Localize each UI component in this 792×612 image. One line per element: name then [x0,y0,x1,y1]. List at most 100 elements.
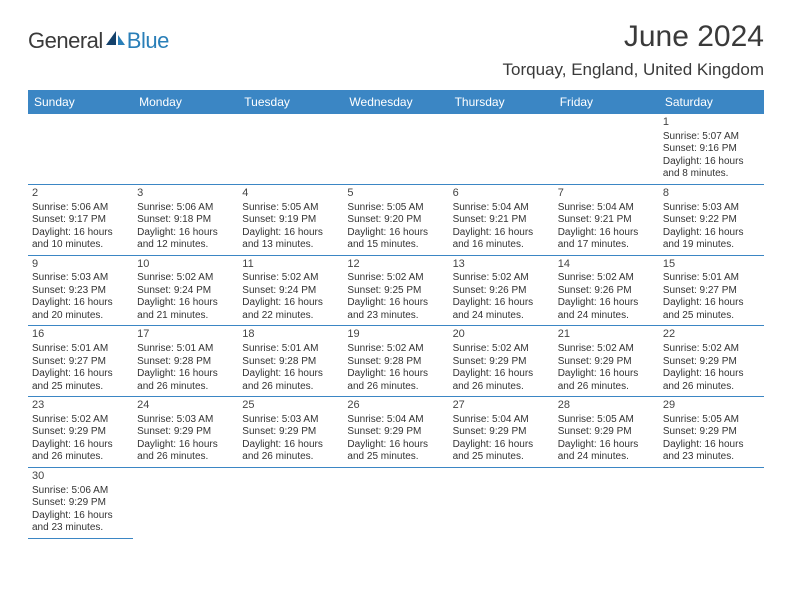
daylight-line-1: Daylight: 16 hours [137,439,234,452]
calendar-week: 1Sunrise: 5:07 AMSunset: 9:16 PMDaylight… [28,114,764,184]
calendar-cell: 25Sunrise: 5:03 AMSunset: 9:29 PMDayligh… [238,397,343,468]
daylight-line-2: and 10 minutes. [32,239,129,252]
daylight-line-2: and 19 minutes. [663,239,760,252]
day-number: 27 [453,399,550,413]
sunset-line: Sunset: 9:28 PM [347,356,444,369]
calendar-cell: 26Sunrise: 5:04 AMSunset: 9:29 PMDayligh… [343,397,448,468]
daylight-line-1: Daylight: 16 hours [137,297,234,310]
daylight-line-1: Daylight: 16 hours [137,227,234,240]
sunrise-line: Sunrise: 5:02 AM [32,414,129,427]
calendar-week: 30Sunrise: 5:06 AMSunset: 9:29 PMDayligh… [28,467,764,538]
calendar-cell: 1Sunrise: 5:07 AMSunset: 9:16 PMDaylight… [659,114,764,184]
day-number: 7 [558,187,655,201]
day-number: 22 [663,328,760,342]
calendar-cell: 6Sunrise: 5:04 AMSunset: 9:21 PMDaylight… [449,184,554,255]
daylight-line-2: and 24 minutes. [453,310,550,323]
daylight-line-2: and 8 minutes. [663,168,760,181]
day-number: 4 [242,187,339,201]
day-number: 12 [347,258,444,272]
calendar-cell [343,467,448,538]
daylight-line-2: and 16 minutes. [453,239,550,252]
daylight-line-2: and 22 minutes. [242,310,339,323]
daylight-line-2: and 26 minutes. [137,451,234,464]
daylight-line-2: and 24 minutes. [558,310,655,323]
sunset-line: Sunset: 9:17 PM [32,214,129,227]
sunrise-line: Sunrise: 5:02 AM [453,343,550,356]
sunset-line: Sunset: 9:26 PM [558,285,655,298]
day-number: 1 [663,116,760,130]
sunset-line: Sunset: 9:16 PM [663,143,760,156]
calendar-cell [449,467,554,538]
daylight-line-2: and 25 minutes. [347,451,444,464]
daylight-line-1: Daylight: 16 hours [242,368,339,381]
sunset-line: Sunset: 9:19 PM [242,214,339,227]
sunrise-line: Sunrise: 5:03 AM [242,414,339,427]
day-number: 30 [32,470,129,484]
daylight-line-2: and 26 minutes. [347,381,444,394]
calendar-cell [133,114,238,184]
sunset-line: Sunset: 9:23 PM [32,285,129,298]
sunrise-line: Sunrise: 5:06 AM [32,202,129,215]
calendar-cell: 10Sunrise: 5:02 AMSunset: 9:24 PMDayligh… [133,255,238,326]
day-header: Monday [133,90,238,114]
calendar-cell [238,467,343,538]
calendar-cell [343,114,448,184]
day-number: 9 [32,258,129,272]
sunset-line: Sunset: 9:22 PM [663,214,760,227]
daylight-line-1: Daylight: 16 hours [242,227,339,240]
day-number: 23 [32,399,129,413]
day-number: 11 [242,258,339,272]
daylight-line-1: Daylight: 16 hours [663,156,760,169]
daylight-line-1: Daylight: 16 hours [558,439,655,452]
day-number: 26 [347,399,444,413]
day-number: 2 [32,187,129,201]
daylight-line-1: Daylight: 16 hours [32,368,129,381]
daylight-line-2: and 24 minutes. [558,451,655,464]
sunset-line: Sunset: 9:28 PM [242,356,339,369]
sunset-line: Sunset: 9:29 PM [137,426,234,439]
daylight-line-1: Daylight: 16 hours [242,439,339,452]
daylight-line-2: and 23 minutes. [32,522,129,535]
day-number: 6 [453,187,550,201]
day-number: 13 [453,258,550,272]
calendar-cell: 16Sunrise: 5:01 AMSunset: 9:27 PMDayligh… [28,326,133,397]
daylight-line-2: and 15 minutes. [347,239,444,252]
sunrise-line: Sunrise: 5:01 AM [663,272,760,285]
header-row: General Blue June 2024 Torquay, England,… [28,20,764,86]
sunrise-line: Sunrise: 5:06 AM [32,485,129,498]
location: Torquay, England, United Kingdom [503,60,764,80]
sunset-line: Sunset: 9:29 PM [242,426,339,439]
sunrise-line: Sunrise: 5:03 AM [32,272,129,285]
sunrise-line: Sunrise: 5:02 AM [347,272,444,285]
sunrise-line: Sunrise: 5:06 AM [137,202,234,215]
day-number: 3 [137,187,234,201]
sunrise-line: Sunrise: 5:02 AM [453,272,550,285]
calendar-cell: 14Sunrise: 5:02 AMSunset: 9:26 PMDayligh… [554,255,659,326]
sunset-line: Sunset: 9:29 PM [663,356,760,369]
day-number: 21 [558,328,655,342]
sunset-line: Sunset: 9:29 PM [558,426,655,439]
sunrise-line: Sunrise: 5:02 AM [137,272,234,285]
logo: General Blue [28,28,169,54]
calendar-cell: 19Sunrise: 5:02 AMSunset: 9:28 PMDayligh… [343,326,448,397]
calendar-cell [554,467,659,538]
daylight-line-1: Daylight: 16 hours [32,439,129,452]
daylight-line-1: Daylight: 16 hours [347,227,444,240]
calendar-cell: 30Sunrise: 5:06 AMSunset: 9:29 PMDayligh… [28,467,133,538]
daylight-line-2: and 26 minutes. [137,381,234,394]
sunrise-line: Sunrise: 5:02 AM [558,272,655,285]
day-number: 19 [347,328,444,342]
calendar-cell: 27Sunrise: 5:04 AMSunset: 9:29 PMDayligh… [449,397,554,468]
day-header: Thursday [449,90,554,114]
sunset-line: Sunset: 9:27 PM [32,356,129,369]
calendar-cell: 13Sunrise: 5:02 AMSunset: 9:26 PMDayligh… [449,255,554,326]
daylight-line-1: Daylight: 16 hours [453,297,550,310]
daylight-line-2: and 17 minutes. [558,239,655,252]
daylight-line-2: and 26 minutes. [242,451,339,464]
sunrise-line: Sunrise: 5:04 AM [453,414,550,427]
day-number: 24 [137,399,234,413]
daylight-line-2: and 23 minutes. [347,310,444,323]
calendar-cell: 22Sunrise: 5:02 AMSunset: 9:29 PMDayligh… [659,326,764,397]
daylight-line-1: Daylight: 16 hours [453,368,550,381]
daylight-line-2: and 26 minutes. [453,381,550,394]
